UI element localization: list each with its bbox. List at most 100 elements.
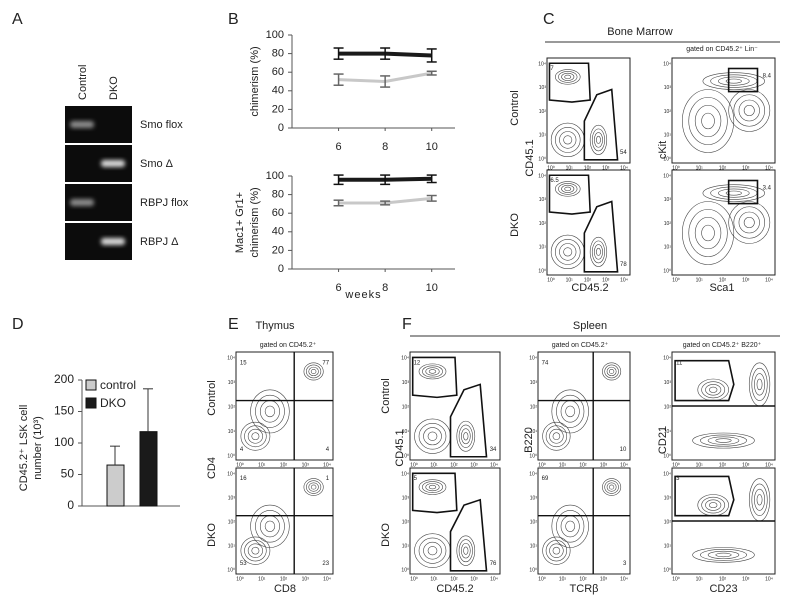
flow-frame: [537, 467, 631, 575]
gate-value: 78: [620, 262, 627, 268]
contour: [692, 432, 755, 449]
contour: [701, 112, 715, 130]
contour: [308, 482, 319, 492]
gate: [674, 359, 735, 402]
gating-note: gated on CD45.2⁺ B220⁺: [683, 342, 762, 349]
contour: [694, 104, 722, 138]
contour: [751, 483, 768, 516]
flow-tick: 10⁴: [663, 471, 671, 477]
flow-frame: [537, 351, 631, 461]
contour: [718, 188, 750, 198]
contour: [418, 363, 447, 380]
contour: [250, 389, 290, 434]
y-tick-label: 150: [54, 404, 74, 418]
flow-tick: 10⁴: [765, 277, 773, 283]
gate-value: 4: [240, 447, 244, 453]
flow-tick: 10⁴: [490, 576, 498, 582]
contour: [460, 428, 471, 445]
y-axis-label: cKit: [657, 141, 669, 159]
legend-label: control: [100, 378, 136, 392]
contour: [563, 135, 573, 145]
flow-tick: 10¹: [530, 429, 538, 435]
y-tick-label: 40: [272, 85, 284, 97]
contour: [701, 381, 726, 399]
row-label: DKO: [380, 523, 392, 547]
flow-tick: 10³: [302, 462, 310, 468]
gate-value: 23: [322, 561, 329, 567]
gate: [727, 179, 759, 205]
gate-value: 8.4: [763, 73, 772, 79]
contour: [251, 432, 260, 441]
flow-tick: 10⁴: [620, 576, 628, 582]
gate-value: 12: [414, 360, 421, 366]
x-tick-label: 6: [336, 282, 342, 294]
flow-tick: 10¹: [696, 277, 704, 283]
flow-tick: 10¹: [228, 429, 236, 435]
y-tick-label: 80: [272, 189, 284, 201]
x-axis-label: Sca1: [709, 282, 734, 294]
flow-tick: 10²: [450, 576, 458, 582]
flow-tick: 10²: [228, 404, 236, 410]
flow-tick: 10²: [664, 404, 672, 410]
flow-tick: 10²: [664, 221, 672, 227]
flow-tick: 10²: [539, 221, 547, 227]
flow-tick: 10³: [402, 380, 410, 386]
contour: [718, 76, 750, 86]
flow-tick: 10³: [539, 197, 547, 203]
panel-label: C: [543, 11, 555, 28]
y-axis-label: CD45.1: [524, 139, 536, 176]
contour: [561, 72, 575, 81]
contour: [565, 405, 576, 418]
flow-tick: 10²: [719, 165, 727, 171]
gel-row-label: RBPJ flox: [140, 197, 189, 209]
contour: [306, 480, 322, 494]
flow-tick: 10¹: [539, 245, 547, 251]
contour: [422, 365, 443, 378]
contour: [738, 99, 760, 122]
gate-value: 7: [550, 66, 554, 72]
contour: [688, 209, 728, 257]
error-bar: [426, 174, 437, 184]
flow-tick: 10¹: [664, 429, 672, 435]
flow-tick: 10¹: [696, 462, 704, 468]
contour: [692, 547, 755, 563]
flow-tick: 10⁴: [620, 462, 628, 468]
contour: [700, 549, 747, 561]
contour: [681, 89, 735, 153]
flow-tick: 10⁰: [663, 268, 671, 274]
flow-tick: 10⁰: [529, 453, 537, 459]
flow-tick: 10⁴: [323, 462, 331, 468]
contour: [456, 535, 476, 566]
flow-tick: 10⁰: [672, 462, 680, 468]
contour: [549, 543, 564, 558]
section-title: Bone Marrow: [607, 26, 672, 38]
error-bar: [110, 445, 120, 466]
flow-tick: 10¹: [664, 543, 672, 549]
contour: [728, 89, 771, 132]
flow-tick: 10³: [602, 277, 610, 283]
contour: [303, 362, 324, 381]
contour: [247, 543, 263, 558]
contour: [604, 364, 619, 379]
flow-tick: 10²: [530, 404, 538, 410]
flow-tick: 10¹: [430, 576, 438, 582]
contour: [589, 236, 608, 267]
gate-value: 3.4: [763, 185, 772, 191]
panel-label: A: [12, 11, 23, 28]
contour: [463, 546, 469, 555]
flow-tick: 10⁴: [765, 165, 773, 171]
gate-value: 16: [240, 476, 247, 482]
flow-tick: 10¹: [566, 277, 574, 283]
flow-tick: 10⁴: [529, 471, 537, 477]
flow-tick: 10³: [664, 85, 672, 91]
flow-tick: 10⁰: [236, 462, 244, 468]
legend-swatch: [85, 397, 97, 409]
contour: [456, 420, 476, 452]
contour: [423, 541, 442, 560]
flow-tick: 10²: [228, 519, 236, 525]
contour: [458, 424, 473, 448]
contour: [738, 211, 760, 234]
contour: [589, 124, 608, 155]
flow-tick: 10¹: [566, 165, 574, 171]
